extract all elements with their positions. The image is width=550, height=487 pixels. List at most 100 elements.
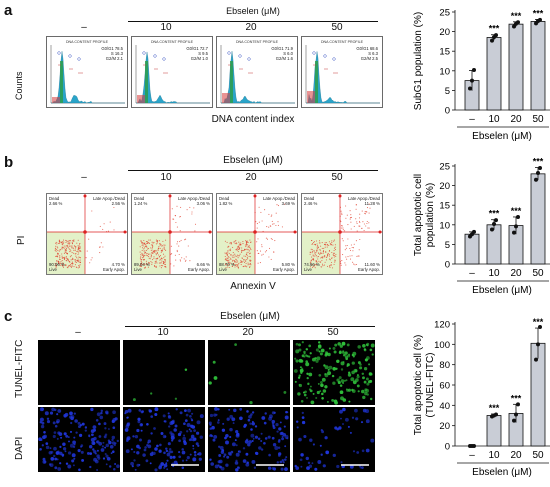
dapi-nucleus [237,466,239,469]
tunel-nucleus [311,366,314,369]
event-point [261,220,263,222]
dapi-nucleus [282,461,285,464]
event-point [181,257,183,259]
event-point [141,247,144,249]
dapi-nucleus [138,463,141,466]
quadrant-name-ul: Dead [219,196,230,201]
quadrant-value-ul: 2.46 % [304,201,318,206]
dapi-nucleus [140,423,143,427]
dapi-nucleus [146,423,149,426]
annexin-scatter-2: Dead 1.82 % Late Apop./Dead 3.69 % 88.70 % Li… [216,193,298,275]
event-point [273,251,275,253]
dapi-nucleus [91,433,94,437]
event-point [71,261,73,263]
event-point [320,256,323,258]
event-point [57,247,59,249]
column-label-a-3: 50 [331,22,343,33]
dapi-nucleus [103,435,107,439]
dapi-nucleus [156,444,159,448]
event-point [86,250,88,252]
dapi-nucleus [48,463,52,466]
event-point [321,259,323,262]
event-point [258,206,260,208]
tunel-nucleus [309,389,313,393]
dapi-nucleus [251,440,254,442]
event-point [340,264,342,266]
event-point [150,254,153,256]
event-point [157,248,159,250]
event-point [245,262,247,264]
event-point [320,251,322,253]
event-point [57,260,59,262]
live-quadrant-fill [217,232,255,274]
quadrant-value-lr: 5.80 % [282,262,296,267]
dapi-nucleus [254,435,258,439]
dapi-nucleus [260,440,263,442]
event-point [345,256,347,258]
event-point [141,244,143,246]
subg1-fill [52,97,60,103]
event-point [310,260,313,262]
event-point [141,252,143,254]
quadrant-name-lr: Early Apop. [273,267,295,272]
event-point [72,247,75,249]
dapi-nucleus [167,412,170,415]
dapi-nucleus [125,449,130,454]
event-point [159,247,161,249]
event-point [156,240,158,242]
event-point [163,263,165,265]
dapi-nucleus [344,417,349,422]
event-point [224,252,226,254]
event-point [242,266,244,268]
event-point [277,205,280,207]
event-point [227,261,229,263]
dapi-nucleus [160,462,165,466]
event-point [248,255,250,257]
histogram-stat: S 6.0 [283,51,293,56]
tunel-nucleus [365,388,369,393]
event-point [261,244,263,246]
event-point [333,240,335,242]
dapi-nucleus [220,466,225,471]
gate-marker [332,57,336,61]
event-point [320,245,322,247]
event-point [320,253,322,255]
dapi-nucleus [42,459,47,464]
event-point [315,263,317,265]
event-point [315,254,317,257]
event-point [170,253,172,255]
tunel-nucleus [234,343,237,346]
tunel-nucleus [298,348,302,352]
tunel-nucleus [340,368,344,371]
event-point [153,256,155,258]
dapi-nucleus [210,462,215,466]
event-point [228,259,230,261]
tunel-nucleus [348,400,351,403]
event-point [245,243,248,245]
dapi-nucleus [72,464,75,467]
event-point [349,249,352,251]
dapi-nucleus [359,466,362,469]
tunel-nucleus [339,384,343,387]
event-point [224,240,226,242]
event-point [323,247,325,249]
dapi-nucleus [168,450,172,454]
dapi-image-2 [208,407,290,472]
event-point [328,244,330,246]
histogram-stat: G2/M 2.1 [106,56,124,61]
dapi-nucleus [106,456,111,461]
dapi-nucleus [311,462,314,465]
dapi-nucleus [306,466,310,470]
event-point [347,224,349,226]
event-point [249,256,251,258]
event-point [158,256,160,258]
dapi-nucleus [46,420,51,424]
event-point [256,250,258,252]
event-point [79,259,81,261]
quadrant-handle [208,230,212,234]
dapi-nucleus [149,462,152,465]
tunel-nucleus [351,361,355,365]
dapi-nucleus [60,436,63,439]
event-point [240,259,242,262]
event-point [57,254,59,256]
